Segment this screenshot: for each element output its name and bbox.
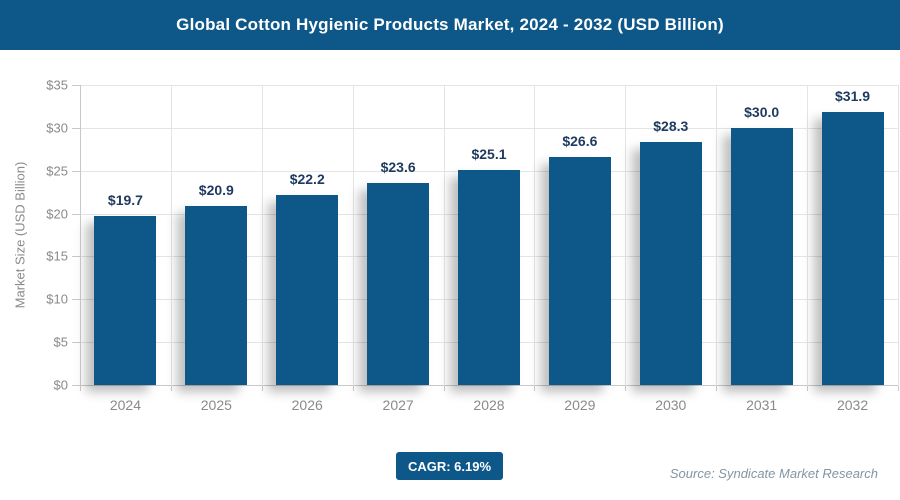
bar-value-label: $31.9 [835, 87, 871, 104]
h-gridline [80, 299, 898, 301]
bar-value-label: $23.6 [380, 158, 416, 175]
x-tick-mark [898, 386, 899, 391]
x-tick-mark [170, 386, 172, 391]
bar-2031 [730, 127, 793, 385]
x-tick-label: 2027 [382, 397, 414, 413]
y-tick-mark [72, 170, 80, 172]
cagr-badge: CAGR: 6.19% [396, 452, 503, 480]
y-tick-label: $30 [46, 120, 68, 136]
x-tick-label: 2030 [655, 397, 687, 413]
y-tick-label: $35 [46, 77, 68, 93]
bar-value-label: $30.0 [744, 103, 780, 120]
y-tick-label: $10 [46, 291, 68, 307]
x-tick-mark [534, 386, 536, 391]
v-gridline [170, 85, 172, 386]
chart-title: Global Cotton Hygienic Products Market, … [176, 15, 724, 34]
y-tick-label: $20 [46, 206, 68, 222]
bar-value-label: $26.6 [562, 133, 598, 149]
y-tick-mark [72, 385, 80, 386]
y-tick-mark [72, 213, 80, 215]
h-gridline [80, 342, 898, 344]
v-gridline [261, 85, 263, 386]
y-axis-title: Market Size (USD Billion) [12, 161, 28, 309]
h-gridline [80, 170, 898, 172]
x-tick-label: 2029 [564, 397, 596, 413]
y-tick-label: $5 [53, 334, 68, 350]
bar-value-label: $20.9 [198, 181, 234, 198]
y-tick-mark [72, 127, 80, 129]
bar-value-label: $22.2 [289, 170, 325, 187]
x-tick-mark [443, 386, 445, 391]
y-tick-mark [72, 299, 80, 301]
bar-value-label: $28.3 [653, 118, 689, 135]
x-tick-label: 2024 [109, 397, 142, 413]
x-tick-mark [261, 386, 263, 391]
x-tick-label: 2031 [746, 397, 778, 413]
v-gridline [352, 85, 354, 386]
chart-title-bar: Global Cotton Hygienic Products Market, … [0, 0, 900, 50]
v-gridline [807, 85, 809, 386]
bar-chart: Market Size (USD Billion) $0 $5 $10 $15 $20 $… [0, 50, 900, 435]
v-gridline [534, 85, 536, 386]
bar-2030 [639, 142, 702, 385]
x-tick-mark [352, 386, 354, 391]
source-credit: Source: Syndicate Market Research [669, 466, 878, 481]
y-tick-mark [72, 85, 80, 86]
x-tick-mark [80, 386, 81, 391]
bar-2028 [458, 169, 520, 385]
y-tick-label: $15 [46, 248, 68, 264]
y-tick-mark [72, 256, 80, 258]
h-gridline [80, 85, 898, 86]
h-gridline [80, 127, 898, 129]
bar-value-label: $25.1 [471, 145, 507, 162]
y-tick-label: $25 [46, 163, 68, 179]
x-tick-label: 2028 [473, 397, 505, 413]
x-tick-label: 2025 [200, 397, 232, 413]
bar-2026 [276, 194, 339, 385]
x-tick-mark [625, 386, 627, 391]
x-tick-mark [716, 386, 718, 391]
bar-2025 [185, 205, 248, 385]
bar-value-label: $19.7 [107, 192, 143, 209]
y-axis-line [80, 85, 81, 386]
h-gridline [80, 256, 898, 258]
x-axis-line [80, 385, 898, 386]
x-tick-label: 2026 [291, 397, 323, 413]
y-tick-mark [72, 342, 80, 344]
v-gridline [443, 85, 445, 386]
bar-2027 [367, 182, 430, 385]
y-tick-label: $0 [53, 377, 68, 393]
v-gridline [625, 85, 627, 386]
x-tick-mark [807, 386, 809, 391]
x-tick-label: 2032 [836, 397, 869, 413]
v-gridline [898, 85, 899, 386]
h-gridline [80, 213, 898, 215]
v-gridline [716, 85, 718, 386]
bar-2029 [548, 157, 611, 385]
bar-2032 [821, 111, 884, 385]
bar-2024 [94, 216, 157, 385]
